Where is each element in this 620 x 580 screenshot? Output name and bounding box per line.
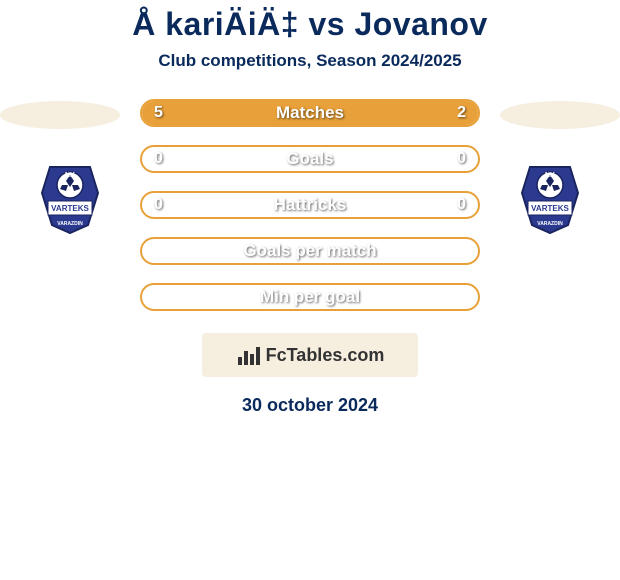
brand-box[interactable]: FcTables.com — [202, 333, 418, 377]
comparison-card: Å kariÄiÄ‡ vs Jovanov Club competitions,… — [0, 0, 620, 416]
stat-row: Min per goal — [140, 283, 480, 311]
stat-label: Hattricks — [274, 195, 347, 215]
svg-text:VARTEKS: VARTEKS — [531, 204, 569, 213]
stat-value-right: 0 — [457, 196, 466, 214]
club-badge-right: NK VARTEKS VARAZDIN — [500, 155, 600, 239]
stat-value-right: 0 — [457, 150, 466, 168]
brand-text: FcTables.com — [266, 345, 385, 366]
stat-value-left: 0 — [154, 196, 163, 214]
stat-label: Goals per match — [243, 241, 376, 261]
stat-label: Matches — [276, 103, 344, 123]
svg-text:VARAZDIN: VARAZDIN — [537, 221, 563, 227]
svg-text:NK: NK — [545, 172, 555, 179]
stat-value-left: 5 — [154, 104, 163, 122]
date-line: 30 october 2024 — [0, 395, 620, 416]
svg-text:VARAZDIN: VARAZDIN — [57, 221, 83, 227]
stat-row: Goals per match — [140, 237, 480, 265]
page-title: Å kariÄiÄ‡ vs Jovanov — [0, 0, 620, 43]
stat-row: 0 0 Hattricks — [140, 191, 480, 219]
svg-text:NK: NK — [65, 172, 75, 179]
player-blob-left — [0, 101, 120, 129]
stat-rows: 5 2 Matches 0 0 Goals 0 0 Hattricks Goals per mat… — [140, 99, 480, 311]
stat-label: Goals — [286, 149, 333, 169]
bar-chart-icon — [236, 345, 262, 365]
stat-value-left: 0 — [154, 150, 163, 168]
svg-text:VARTEKS: VARTEKS — [51, 204, 89, 213]
subtitle: Club competitions, Season 2024/2025 — [0, 51, 620, 71]
stat-row: 0 0 Goals — [140, 145, 480, 173]
stats-area: NK VARTEKS VARAZDIN NK VARTEKS VARAZDIN … — [0, 99, 620, 311]
club-badge-left: NK VARTEKS VARAZDIN — [20, 155, 120, 239]
stat-value-right: 2 — [457, 104, 466, 122]
player-blob-right — [500, 101, 620, 129]
stat-label: Min per goal — [260, 287, 360, 307]
stat-row: 5 2 Matches — [140, 99, 480, 127]
